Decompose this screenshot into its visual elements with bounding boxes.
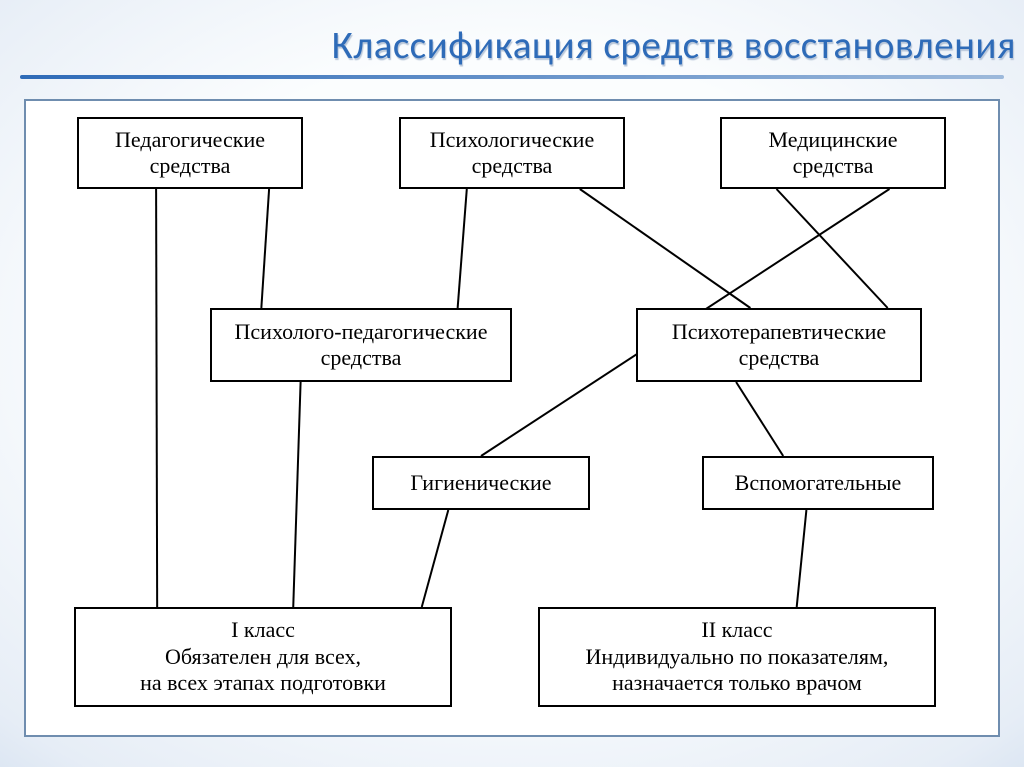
node-pedagog: Педагогическиесредства [77,117,303,189]
slide: Классификация средств восстановления Пед… [0,0,1024,767]
node-psythera: Психотерапевтическиесредства [636,308,922,382]
accent-bar [20,75,1004,79]
node-helper: Вспомогательные [702,456,934,510]
node-hygien: Гигиенические [372,456,590,510]
node-class2: II классИндивидуально по показателям,наз… [538,607,936,707]
node-class1: I классОбязателен для всех,на всех этапа… [74,607,452,707]
slide-title: Классификация средств восстановления [0,22,1024,69]
node-med: Медицинскиесредства [720,117,946,189]
node-psyped: Психолого-педагогическиесредства [210,308,512,382]
slide-title-text: Классификация средств восстановления [332,22,1016,69]
node-psycholog: Психологическиесредства [399,117,625,189]
